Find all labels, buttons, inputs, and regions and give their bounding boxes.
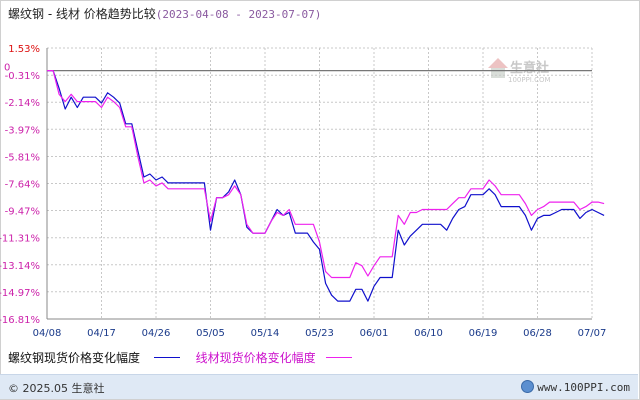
x-tick-label: 05/14 xyxy=(251,328,280,339)
globe-icon xyxy=(521,380,535,393)
watermark-text: 生意社 xyxy=(510,60,549,76)
y-tick-label: -11.31% xyxy=(0,234,40,245)
x-tick-label: 04/26 xyxy=(142,328,171,339)
x-tick-label: 06/19 xyxy=(469,328,498,339)
x-tick-label: 04/08 xyxy=(33,328,62,339)
y-tick-label: -16.81% xyxy=(0,315,40,326)
x-tick-label: 05/05 xyxy=(196,328,225,339)
series-line-rebar xyxy=(47,69,605,302)
legend: 螺纹钢现货价格变化幅度 线材现货价格变化幅度 xyxy=(8,349,352,366)
watermark-subtext: 100PPI.COM xyxy=(508,76,551,84)
y-tick-label: 1.53% xyxy=(8,44,40,55)
y-tick-label: -5.81% xyxy=(5,152,40,163)
legend-swatch-wire xyxy=(325,357,352,358)
y-tick-label: -0.31% xyxy=(5,71,40,82)
x-tick-label: 06/28 xyxy=(523,328,552,339)
y-tick-label: -14.97% xyxy=(0,288,40,299)
legend-label-rebar: 螺纹钢现货价格变化幅度 xyxy=(8,351,141,365)
x-tick-label: 06/10 xyxy=(414,328,443,339)
legend-label-wire: 线材现货价格变化幅度 xyxy=(195,351,316,365)
footer-site-text: www.100PPI.com xyxy=(537,381,630,394)
x-tick-label: 04/17 xyxy=(87,328,116,339)
y-tick-label: -2.14% xyxy=(5,98,40,109)
watermark-logo-icon xyxy=(488,58,508,68)
footer-copyright: © 2025.05 生意社 xyxy=(8,382,105,395)
y-tick-label: -9.47% xyxy=(5,207,40,218)
footer-site-link[interactable]: www.100PPI.com xyxy=(521,380,630,394)
y-tick-label: -7.64% xyxy=(5,180,40,191)
x-tick-label: 05/23 xyxy=(305,328,334,339)
x-tick-label: 06/01 xyxy=(360,328,389,339)
chart-title: 螺纹钢 - 线材 价格趋势比较(2023-04-08 - 2023-07-07) xyxy=(8,5,321,22)
zero-label: 0 xyxy=(4,63,10,74)
y-tick-label: -3.97% xyxy=(5,125,40,136)
y-tick-label: -13.14% xyxy=(0,261,40,272)
watermark-logo-base xyxy=(491,68,505,78)
footer-bar: © 2025.05 生意社 www.100PPI.com xyxy=(0,374,638,399)
chart-title-text: 螺纹钢 - 线材 价格趋势比较 xyxy=(8,7,156,21)
chart-date-range: (2023-04-08 - 2023-07-07) xyxy=(155,8,322,21)
x-tick-label: 07/07 xyxy=(578,328,607,339)
series-line-wire xyxy=(47,69,605,279)
legend-swatch-rebar xyxy=(153,357,180,358)
